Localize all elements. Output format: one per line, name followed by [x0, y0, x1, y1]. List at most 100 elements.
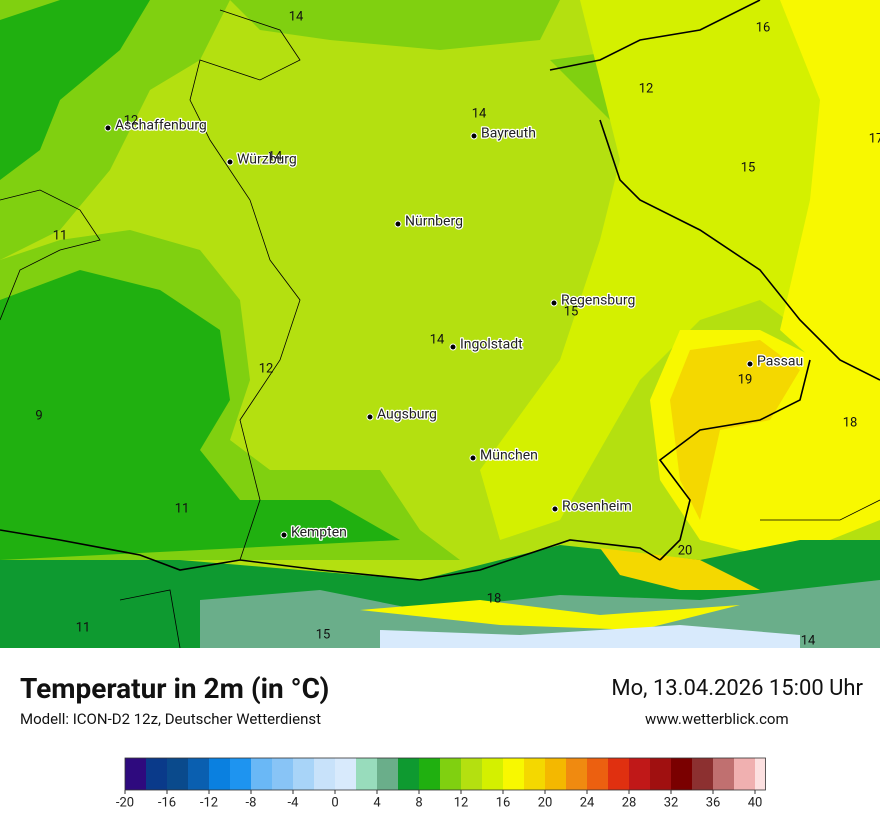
temperature-label: 14 [801, 633, 816, 648]
temperature-label: 16 [756, 20, 771, 35]
legend-tick-label: 36 [706, 795, 721, 810]
region [230, 0, 560, 50]
legend-tick-label: -8 [246, 795, 257, 810]
legend-swatch [293, 758, 314, 790]
legend-swatch [440, 758, 461, 790]
legend: -20 -16 -12 -8 -4 0 4 8 12 16 20 24 28 32 36 40 [116, 757, 766, 810]
legend-swatch [545, 758, 566, 790]
legend-swatch [125, 758, 146, 790]
city-label: Bayreuth [481, 126, 536, 142]
border [760, 499, 880, 521]
legend-swatch [461, 758, 482, 790]
datetime: Mo, 13.04.2026 15:00 Uhr [611, 676, 863, 701]
legend-swatch [608, 758, 629, 790]
border [119, 589, 181, 648]
website: www.wetterblick.com [645, 710, 789, 728]
city-dot [226, 158, 234, 166]
legend-swatch [734, 758, 755, 790]
city-dot [104, 124, 112, 132]
temperature-label: 11 [76, 620, 91, 635]
temperature-label: 19 [738, 372, 753, 387]
legend-swatch [356, 758, 377, 790]
city-dot [394, 220, 402, 228]
city-label: Ingolstadt [460, 337, 523, 353]
city-dot [449, 343, 457, 351]
legend-tick-label: 20 [538, 795, 553, 810]
city-dot [551, 505, 559, 513]
region [0, 270, 400, 560]
legend-tick-label: -20 [116, 795, 134, 810]
legend-swatch [566, 758, 587, 790]
city-label: Augsburg [377, 407, 437, 423]
legend-swatch [167, 758, 188, 790]
borders [0, 0, 880, 581]
alps [380, 625, 800, 648]
legend-swatch [230, 758, 251, 790]
temperature-label: 9 [35, 408, 42, 423]
city-dot [746, 360, 754, 368]
city-dot [366, 413, 374, 421]
region [670, 340, 800, 520]
city-label: Rosenheim [562, 499, 632, 515]
legend-swatch [629, 758, 650, 790]
city-label: Würzburg [237, 152, 297, 168]
legend-swatch [587, 758, 608, 790]
alps [600, 548, 760, 590]
legend-swatch [671, 758, 692, 790]
city-dot [470, 132, 478, 140]
legend-swatch [419, 758, 440, 790]
legend-swatch [503, 758, 524, 790]
border [0, 189, 101, 321]
temperature-label: 11 [175, 501, 190, 516]
legend-swatch [713, 758, 734, 790]
city-label: Aschaffenburg [115, 118, 207, 134]
subtitle: Modell: ICON-D2 12z, Deutscher Wetterdie… [20, 710, 322, 728]
legend-swatch [335, 758, 356, 790]
legend-swatch [755, 758, 766, 790]
legend-swatch [146, 758, 167, 790]
legend-tick-label: -16 [158, 795, 176, 810]
border [599, 119, 880, 381]
legend-tick-label: 28 [622, 795, 637, 810]
legend-tick-label: 0 [331, 795, 338, 810]
legend-swatch [272, 758, 293, 790]
legend-tick-label: 16 [496, 795, 511, 810]
temperature-label: 20 [678, 543, 693, 558]
legend-swatch [188, 758, 209, 790]
legend-tick-label: -12 [200, 795, 218, 810]
temperature-label: 12 [124, 113, 139, 128]
border [0, 529, 661, 581]
border [549, 0, 761, 71]
city-dot [469, 454, 477, 462]
map: Aschaffenburg Würzburg Bayreuth Nürnberg Reg… [0, 0, 880, 648]
legend-swatch [209, 758, 230, 790]
temperature-label: 14 [289, 9, 304, 24]
temperature-label: 11 [53, 228, 68, 243]
legend-swatch [692, 758, 713, 790]
city-dot [280, 531, 288, 539]
borders-minor [0, 9, 880, 648]
legend-swatch [482, 758, 503, 790]
temperature-label: 14 [430, 332, 445, 347]
alps [360, 600, 740, 630]
city-dot [550, 299, 558, 307]
region [0, 0, 150, 180]
temperature-label: 18 [487, 591, 502, 606]
border [189, 9, 301, 561]
city-label: München [480, 448, 538, 464]
temperature-label: 14 [268, 149, 283, 164]
border [658, 359, 811, 561]
city-label: Nürnberg [405, 214, 463, 230]
legend-swatch [377, 758, 398, 790]
legend-swatch [524, 758, 545, 790]
legend-frame [124, 757, 766, 791]
legend-swatch [650, 758, 671, 790]
legend-tick-label: -4 [288, 795, 300, 810]
temperature-label: 12 [639, 81, 654, 96]
region [780, 0, 880, 420]
temperature-label: 14 [472, 106, 487, 121]
city-label: Passau [757, 354, 803, 370]
legend-swatch [398, 758, 419, 790]
city-label: Regensburg [561, 293, 635, 309]
